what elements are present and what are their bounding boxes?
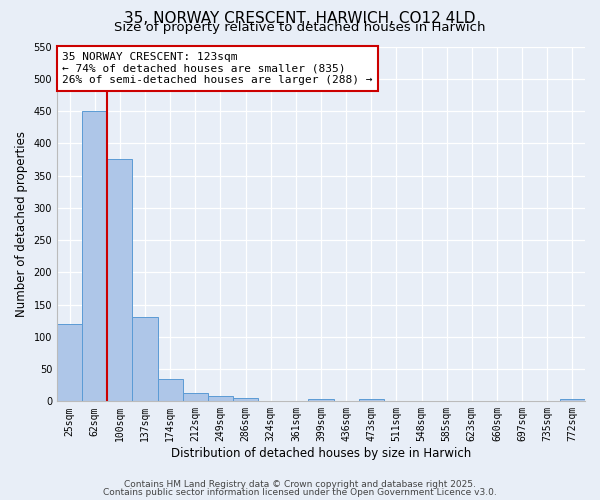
Bar — [308, 400, 334, 402]
Text: Size of property relative to detached houses in Harwich: Size of property relative to detached ho… — [114, 22, 486, 35]
X-axis label: Distribution of detached houses by size in Harwich: Distribution of detached houses by size … — [171, 447, 471, 460]
Text: 35 NORWAY CRESCENT: 123sqm
← 74% of detached houses are smaller (835)
26% of sem: 35 NORWAY CRESCENT: 123sqm ← 74% of deta… — [62, 52, 373, 85]
Bar — [133, 318, 158, 402]
Bar — [82, 111, 107, 402]
Text: Contains public sector information licensed under the Open Government Licence v3: Contains public sector information licen… — [103, 488, 497, 497]
Bar — [560, 399, 585, 402]
Y-axis label: Number of detached properties: Number of detached properties — [15, 131, 28, 317]
Bar — [359, 400, 384, 402]
Bar — [208, 396, 233, 402]
Bar — [233, 398, 258, 402]
Bar — [158, 379, 183, 402]
Bar — [57, 324, 82, 402]
Text: Contains HM Land Registry data © Crown copyright and database right 2025.: Contains HM Land Registry data © Crown c… — [124, 480, 476, 489]
Bar — [107, 160, 133, 402]
Text: 35, NORWAY CRESCENT, HARWICH, CO12 4LD: 35, NORWAY CRESCENT, HARWICH, CO12 4LD — [124, 11, 476, 26]
Bar — [183, 393, 208, 402]
